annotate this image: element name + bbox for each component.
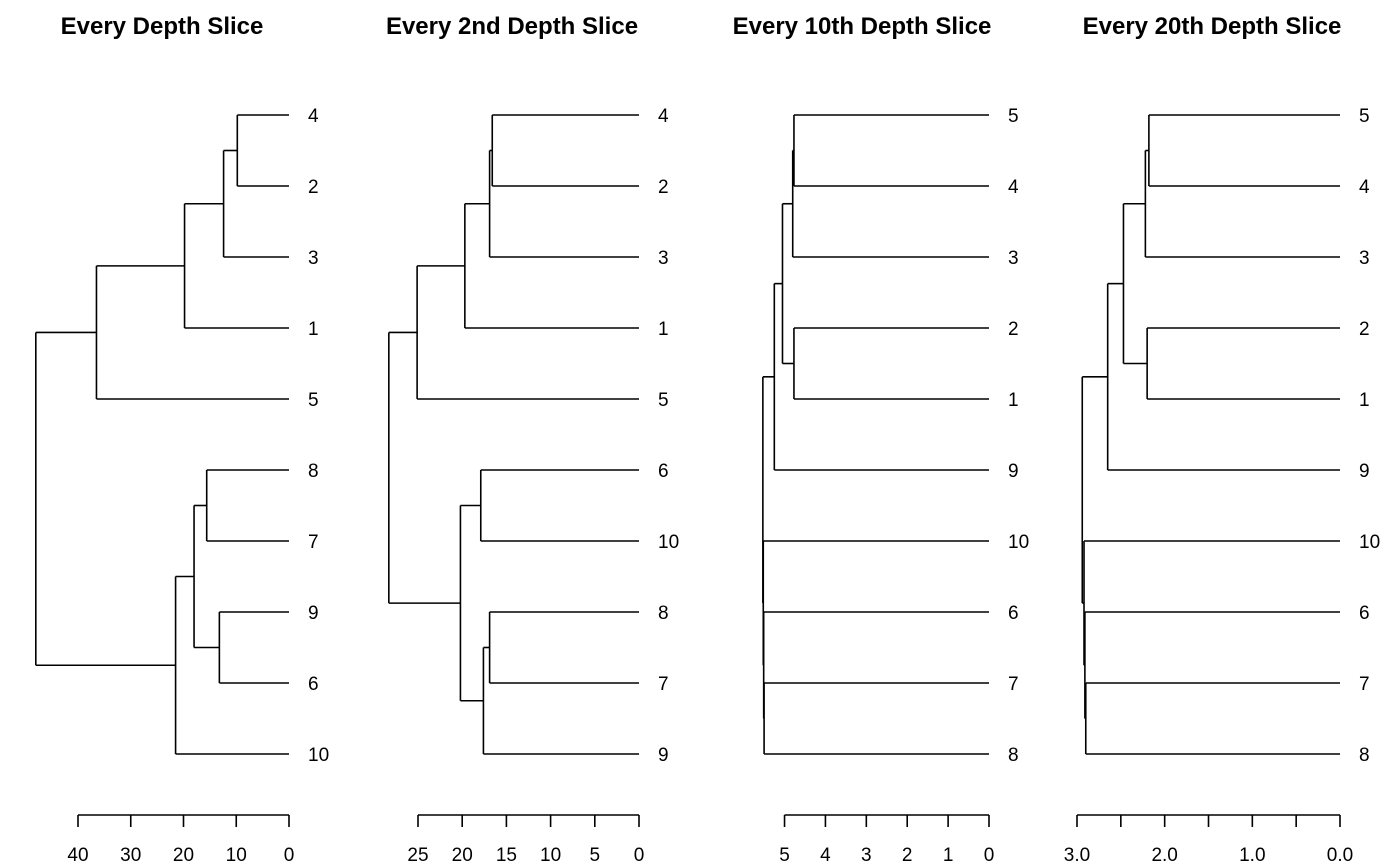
leaf-label-2: 2 — [1359, 319, 1370, 340]
x-tick-label: 10 — [226, 845, 247, 866]
leaf-label-6: 6 — [658, 461, 669, 482]
leaf-label-10: 10 — [1008, 532, 1029, 553]
leaf-label-6: 6 — [1359, 603, 1370, 624]
x-tick-label: 30 — [120, 845, 141, 866]
x-tick-label: 20 — [452, 845, 473, 866]
x-tick-label: 5 — [779, 845, 790, 866]
leaf-label-4: 4 — [658, 106, 669, 127]
leaf-label-9: 9 — [308, 603, 319, 624]
panel-title: Every 10th Depth Slice — [733, 13, 992, 40]
leaf-label-7: 7 — [658, 674, 669, 695]
leaf-label-9: 9 — [658, 745, 669, 766]
leaf-label-2: 2 — [1008, 319, 1019, 340]
leaf-label-10: 10 — [658, 532, 679, 553]
leaf-label-3: 3 — [1359, 248, 1370, 269]
leaf-label-8: 8 — [658, 603, 669, 624]
leaf-label-5: 5 — [1008, 106, 1019, 127]
x-tick-label: 0.0 — [1327, 845, 1353, 866]
leaf-label-1: 1 — [308, 319, 319, 340]
x-tick-label: 20 — [173, 845, 194, 866]
panel-title: Every 20th Depth Slice — [1083, 13, 1342, 40]
panel-title: Every Depth Slice — [61, 13, 264, 40]
x-tick-label: 1 — [943, 845, 954, 866]
x-tick-label: 0 — [284, 845, 295, 866]
x-tick-label: 15 — [496, 845, 517, 866]
leaf-label-1: 1 — [1359, 390, 1370, 411]
leaf-label-6: 6 — [1008, 603, 1019, 624]
leaf-label-10: 10 — [308, 745, 329, 766]
leaf-label-2: 2 — [658, 177, 669, 198]
leaf-label-10: 10 — [1359, 532, 1380, 553]
x-tick-label: 0 — [634, 845, 645, 866]
x-tick-label: 4 — [820, 845, 831, 866]
x-tick-label: 3.0 — [1064, 845, 1090, 866]
leaf-label-7: 7 — [1008, 674, 1019, 695]
x-tick-label: 3 — [861, 845, 872, 866]
x-tick-label: 2 — [902, 845, 913, 866]
leaf-label-5: 5 — [1359, 106, 1370, 127]
leaf-label-7: 7 — [308, 532, 319, 553]
leaf-label-1: 1 — [658, 319, 669, 340]
leaf-label-8: 8 — [308, 461, 319, 482]
leaf-label-5: 5 — [658, 390, 669, 411]
leaf-label-4: 4 — [1359, 177, 1370, 198]
leaf-label-3: 3 — [308, 248, 319, 269]
leaf-label-3: 3 — [658, 248, 669, 269]
leaf-label-1: 1 — [1008, 390, 1019, 411]
panel-title: Every 2nd Depth Slice — [386, 13, 638, 40]
leaf-label-9: 9 — [1359, 461, 1370, 482]
leaf-label-8: 8 — [1008, 745, 1019, 766]
leaf-label-2: 2 — [308, 177, 319, 198]
leaf-label-5: 5 — [308, 390, 319, 411]
x-tick-label: 10 — [540, 845, 561, 866]
x-tick-label: 40 — [67, 845, 88, 866]
dendrogram-panel-4: Every 20th Depth Slice 5 4 3 2 1 9 10 6 7 8 3.0 2.0 1… — [1064, 13, 1380, 866]
x-tick-label: 1.0 — [1239, 845, 1265, 866]
x-tick-label: 2.0 — [1151, 845, 1177, 866]
x-tick-label: 25 — [407, 845, 428, 866]
x-tick-label: 0 — [984, 845, 995, 866]
leaf-label-7: 7 — [1359, 674, 1370, 695]
dendrogram-panel-1: Every Depth Slice 4 2 3 1 5 8 7 9 6 10 40 30 20 10 0 — [34, 13, 329, 866]
leaf-label-4: 4 — [1008, 177, 1019, 198]
x-tick-label: 5 — [590, 845, 601, 866]
leaf-label-6: 6 — [308, 674, 319, 695]
leaf-label-3: 3 — [1008, 248, 1019, 269]
leaf-label-8: 8 — [1359, 745, 1370, 766]
leaf-label-9: 9 — [1008, 461, 1019, 482]
leaf-label-4: 4 — [308, 106, 319, 127]
